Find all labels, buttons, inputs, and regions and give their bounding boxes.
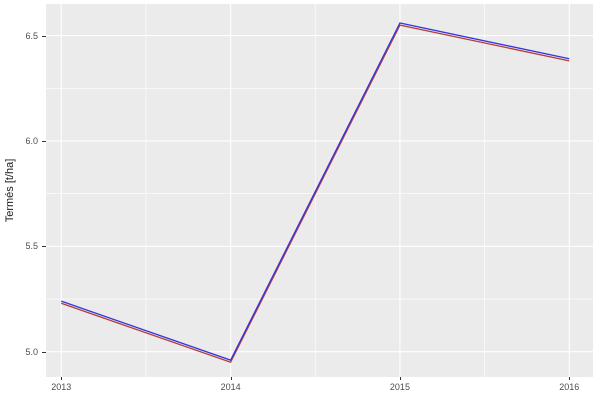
- y-tick-mark: [42, 351, 46, 353]
- y-tick-mark: [42, 246, 46, 248]
- x-tick-label: 2014: [220, 382, 241, 392]
- chart-svg: [46, 4, 593, 377]
- x-tick-label: 2015: [389, 382, 410, 392]
- x-tick-mark: [399, 377, 401, 380]
- y-axis-title: Termés [t/ha]: [4, 158, 16, 223]
- y-tick-label: 5.0: [25, 346, 38, 357]
- blue-series-line: [61, 22, 570, 361]
- y-tick-mark: [42, 35, 46, 37]
- y-tick-label: 5.5: [25, 241, 38, 252]
- plot-panel: [46, 4, 593, 377]
- red-series-line: [61, 24, 570, 364]
- x-tick-mark: [61, 377, 63, 380]
- y-tick-label: 6.0: [25, 135, 38, 146]
- x-tick-mark: [569, 377, 571, 380]
- y-tick-mark: [42, 140, 46, 142]
- x-tick-label: 2013: [51, 382, 72, 392]
- y-tick-label: 6.5: [25, 30, 38, 41]
- x-tick-label: 2016: [559, 382, 580, 392]
- x-tick-mark: [230, 377, 232, 380]
